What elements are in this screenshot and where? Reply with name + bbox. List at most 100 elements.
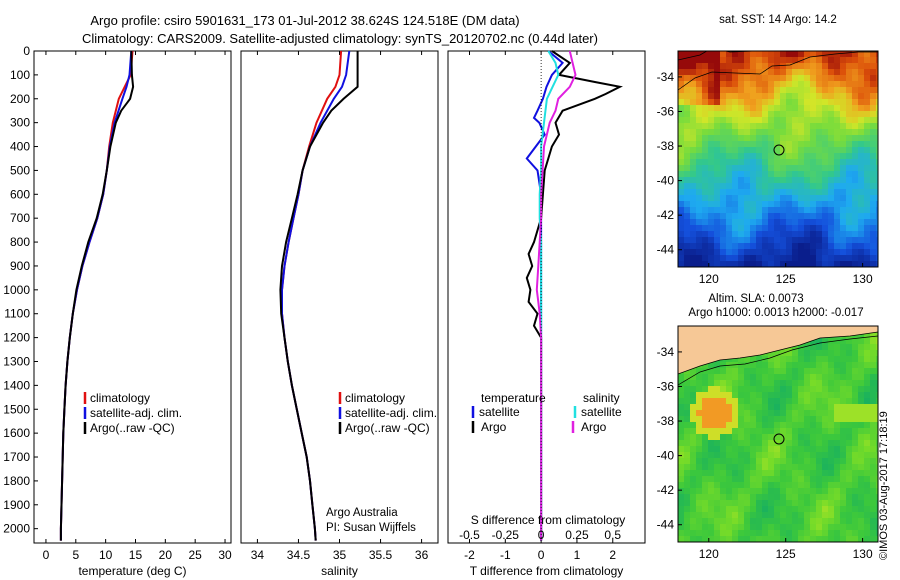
sst-cell bbox=[876, 219, 878, 225]
sst-cell bbox=[846, 99, 852, 105]
sla-cell bbox=[816, 506, 822, 512]
sst-cell bbox=[678, 255, 684, 261]
sla-cell bbox=[750, 524, 756, 530]
sla-cell bbox=[798, 428, 804, 434]
sst-cell bbox=[750, 57, 756, 63]
sst-cell bbox=[858, 165, 864, 171]
sla-cell bbox=[876, 446, 878, 452]
sla-cell bbox=[786, 368, 792, 374]
sst-cell bbox=[762, 141, 768, 147]
sst-cell bbox=[834, 183, 840, 189]
sst-cell bbox=[726, 111, 732, 117]
sst-cell bbox=[870, 117, 876, 123]
sla-cell bbox=[738, 476, 744, 482]
sla-cell bbox=[780, 506, 786, 512]
sst-cell bbox=[840, 87, 846, 93]
sla-cell bbox=[678, 536, 684, 542]
sst-cell bbox=[828, 261, 834, 267]
sst-cell bbox=[750, 123, 756, 129]
sst-cell bbox=[804, 81, 810, 87]
sla-cell bbox=[708, 392, 714, 398]
sst-cell bbox=[696, 147, 702, 153]
sst-cell bbox=[846, 201, 852, 207]
sla-cell bbox=[834, 416, 840, 422]
sla-cell bbox=[696, 506, 702, 512]
sla-cell bbox=[756, 530, 762, 536]
sst-cell bbox=[864, 201, 870, 207]
sst-cell bbox=[684, 69, 690, 75]
sst-cell bbox=[774, 207, 780, 213]
sla-cell bbox=[690, 392, 696, 398]
sst-cell bbox=[846, 177, 852, 183]
sst-cell bbox=[786, 147, 792, 153]
sst-cell bbox=[792, 171, 798, 177]
sla-cell bbox=[810, 338, 816, 344]
sla-cell bbox=[828, 506, 834, 512]
sst-cell bbox=[774, 237, 780, 243]
sla-cell bbox=[696, 386, 702, 392]
sla-cell bbox=[678, 410, 684, 416]
sst-cell bbox=[840, 219, 846, 225]
sla-cell bbox=[678, 422, 684, 428]
sst-cell bbox=[804, 147, 810, 153]
sst-cell bbox=[756, 69, 762, 75]
sla-cell bbox=[732, 404, 738, 410]
sla-cell bbox=[684, 488, 690, 494]
sla-cell bbox=[870, 410, 876, 416]
sla-cell bbox=[804, 488, 810, 494]
sst-cell bbox=[714, 177, 720, 183]
sst-cell bbox=[768, 111, 774, 117]
sla-cell bbox=[684, 422, 690, 428]
sla-cell bbox=[834, 524, 840, 530]
sla-cell bbox=[864, 392, 870, 398]
sla-cell bbox=[690, 386, 696, 392]
sst-cell bbox=[762, 105, 768, 111]
sla-cell bbox=[750, 368, 756, 374]
sla-cell bbox=[768, 446, 774, 452]
sla-cell bbox=[816, 524, 822, 530]
sst-cell bbox=[738, 51, 744, 57]
sst-cell bbox=[756, 255, 762, 261]
sla-cell bbox=[804, 422, 810, 428]
sst-cell bbox=[792, 183, 798, 189]
sst-cell bbox=[714, 63, 720, 69]
sst-cell bbox=[702, 111, 708, 117]
sst-cell bbox=[798, 141, 804, 147]
sla-cell bbox=[708, 398, 714, 404]
sla-cell bbox=[840, 374, 846, 380]
sla-cell bbox=[858, 434, 864, 440]
sst-cell bbox=[702, 51, 708, 57]
sla-cell bbox=[738, 482, 744, 488]
sst-cell bbox=[828, 69, 834, 75]
sst-cell bbox=[762, 201, 768, 207]
sst-cell bbox=[852, 75, 858, 81]
sst-cell bbox=[846, 117, 852, 123]
sla-cell bbox=[798, 416, 804, 422]
sst-cell bbox=[714, 225, 720, 231]
sla-cell bbox=[792, 506, 798, 512]
sla-cell bbox=[834, 428, 840, 434]
sst-cell bbox=[780, 219, 786, 225]
sst-cell bbox=[840, 195, 846, 201]
sst-cell bbox=[852, 57, 858, 63]
sla-cell bbox=[864, 500, 870, 506]
sst-cell bbox=[780, 213, 786, 219]
sst-cell bbox=[696, 177, 702, 183]
sst-cell bbox=[816, 81, 822, 87]
sla-cell bbox=[708, 434, 714, 440]
sst-cell bbox=[876, 213, 878, 219]
sla-cell bbox=[852, 494, 858, 500]
sla-cell bbox=[876, 434, 878, 440]
sst-cell bbox=[786, 225, 792, 231]
sla-cell bbox=[792, 500, 798, 506]
sst-cell bbox=[726, 177, 732, 183]
sst-cell bbox=[780, 237, 786, 243]
sst-cell bbox=[738, 69, 744, 75]
sla-cell bbox=[810, 458, 816, 464]
sst-cell bbox=[750, 225, 756, 231]
sla-cell bbox=[852, 458, 858, 464]
lat-tick-label: -38 bbox=[657, 139, 675, 153]
sla-cell bbox=[864, 398, 870, 404]
sst-cell bbox=[738, 123, 744, 129]
sst-cell bbox=[864, 189, 870, 195]
